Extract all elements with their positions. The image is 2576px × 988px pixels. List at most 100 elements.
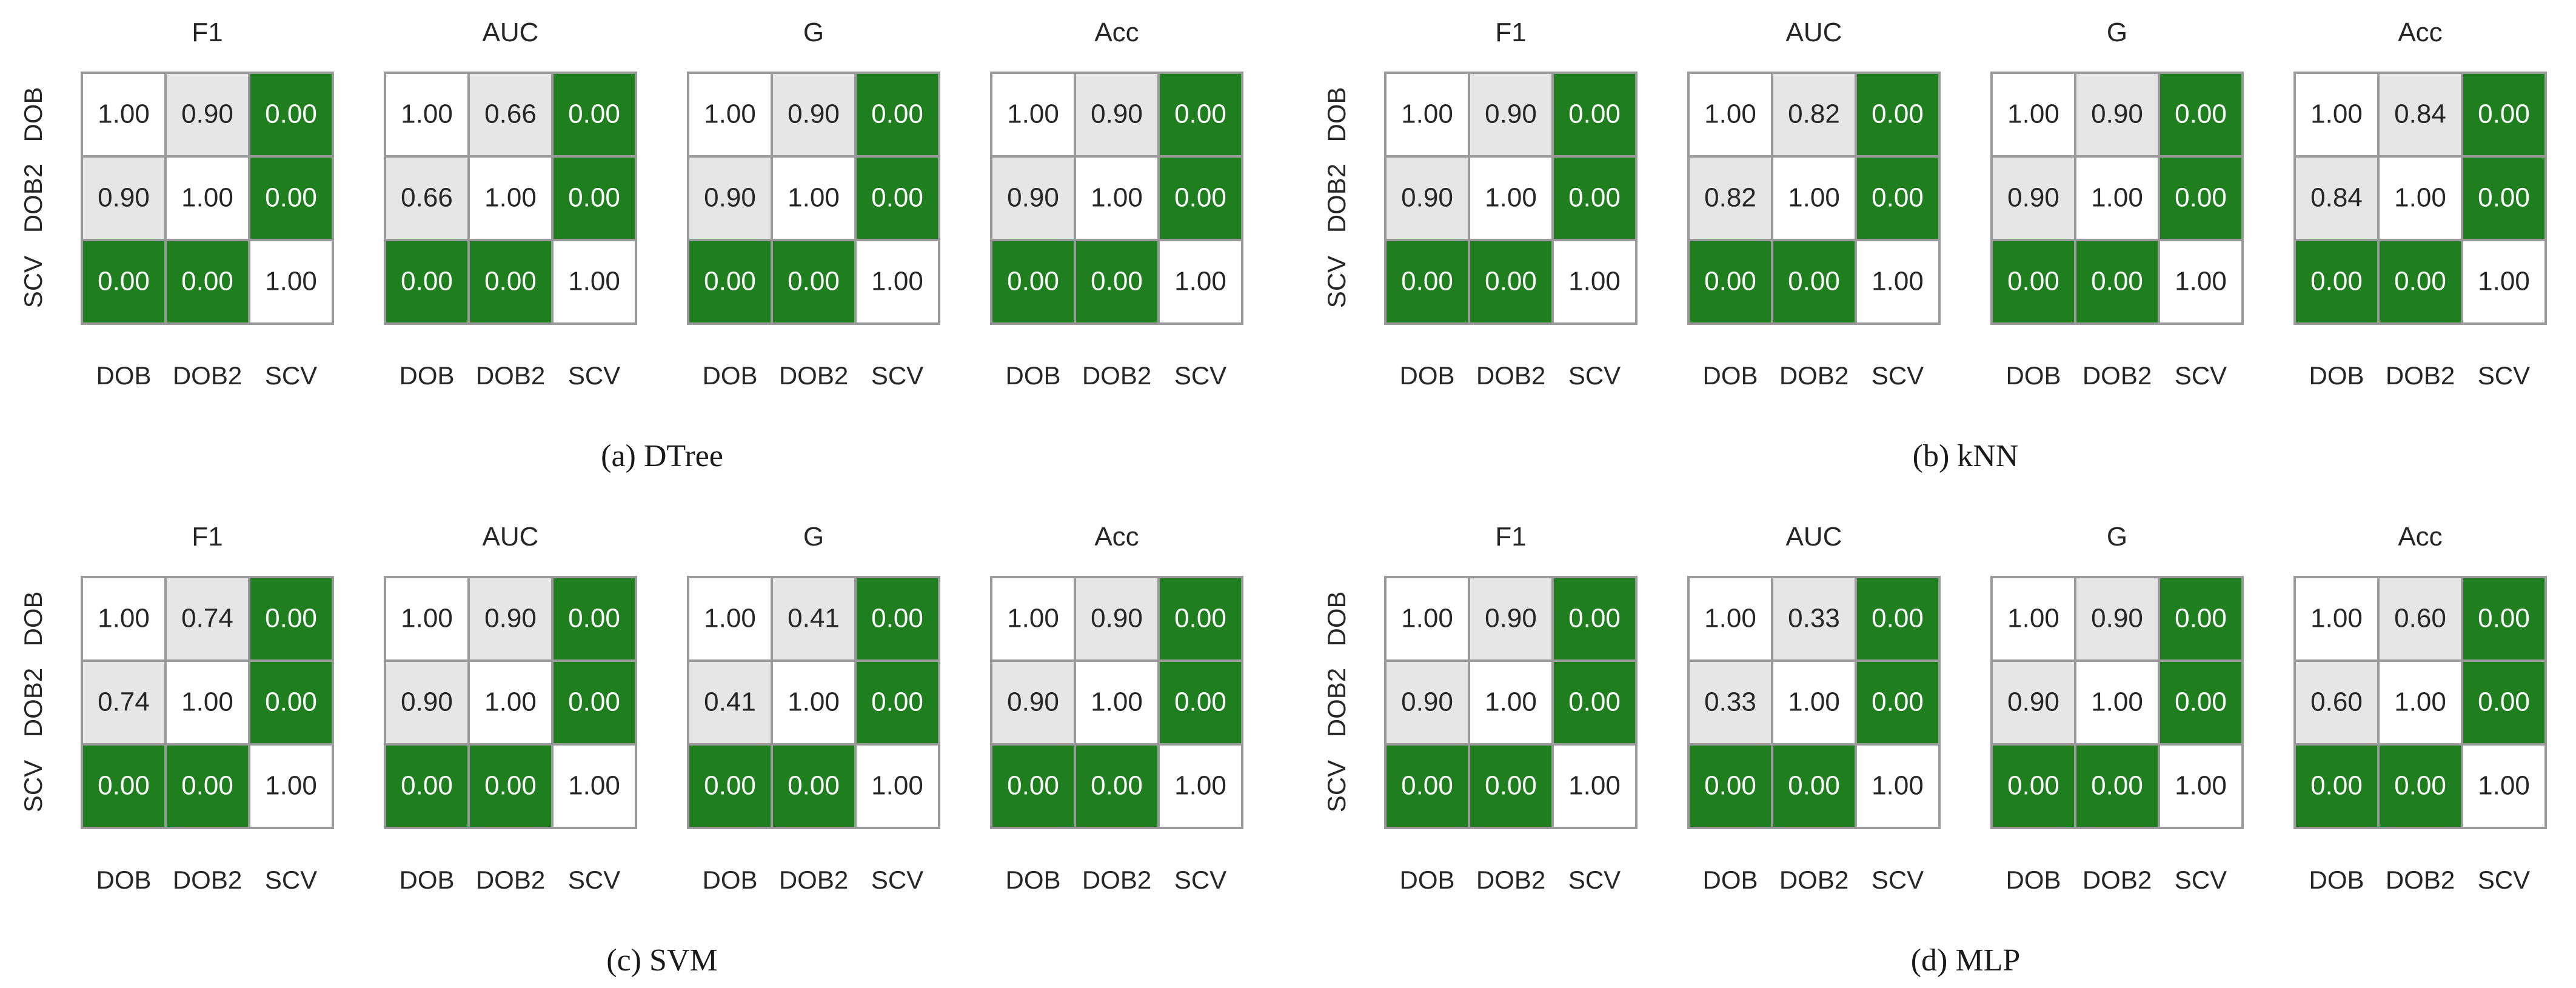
heatmap-cell: [1157, 576, 1243, 662]
heatmap-cell: [1551, 239, 1638, 325]
cell-value-label: 1.00: [2310, 604, 2363, 633]
cell-value-label: 1.00: [568, 267, 620, 296]
x-tick-label: DOB2: [2386, 866, 2455, 894]
cell-value-label: 0.00: [1704, 267, 1756, 296]
cell-value-label: 1.00: [1485, 183, 1537, 213]
cell-value-label: 0.00: [568, 183, 620, 213]
heatmap-cell: [81, 659, 167, 746]
cell-value-label: 0.00: [2394, 267, 2446, 296]
cell-value-label: 1.00: [2394, 687, 2446, 717]
cell-value-label: 0.90: [2007, 183, 2059, 213]
panel-title: AUC: [483, 522, 539, 552]
panel-title: F1: [192, 18, 222, 47]
cell-value-label: 1.00: [1174, 267, 1226, 296]
x-tick-label: DOB: [1005, 866, 1060, 894]
cell-value-label: 1.00: [1091, 183, 1143, 213]
cell-value-label: 0.00: [568, 99, 620, 129]
heatmap-panel: F1 1.00 0.90 0.00 0.90 1.00 0.00 0.00 0.00 1.00 DO…: [1384, 522, 1638, 894]
heatmap-cell: [248, 155, 334, 241]
cell-value-label: 0.00: [1704, 771, 1756, 801]
heatmap-group-1: DOB DOB2 SCV F1 1.00 0.90 0.00 0.90 1.00 0.00 0.00…: [19, 18, 1243, 473]
cell-value-label: 1.00: [2091, 687, 2143, 717]
cell-value-label: 0.00: [1568, 183, 1621, 213]
heatmap-cell: [1551, 659, 1638, 746]
x-tick-label: DOB: [1005, 361, 1060, 390]
heatmap-cell: [1855, 576, 1941, 662]
x-tick-label: SCV: [871, 361, 923, 390]
x-tick-label: SCV: [265, 361, 317, 390]
cell-value-label: 1.00: [1568, 771, 1621, 801]
cell-value-label: 0.00: [788, 267, 840, 296]
cell-value-label: 1.00: [1872, 771, 1924, 801]
x-tick-label: DOB2: [1779, 866, 1848, 894]
heatmap-group-3: DOB DOB2 SCV F1 1.00 0.74 0.00 0.74 1.00 0.00 0.00…: [19, 522, 1243, 978]
y-tick-label: DOB: [19, 591, 47, 646]
y-tick-label: DOB: [1322, 591, 1351, 646]
x-tick-label: SCV: [2478, 361, 2530, 390]
y-tick-label: DOB: [1322, 87, 1351, 142]
heatmap-cell: [81, 576, 167, 662]
x-tick-label: DOB2: [2083, 361, 2152, 390]
x-tick-label: DOB: [399, 361, 454, 390]
cell-value-label: 0.00: [788, 771, 840, 801]
heatmap-group-2: DOB DOB2 SCV F1 1.00 0.90 0.00 0.90 1.00 0.00 0.00…: [1322, 18, 2547, 473]
heatmap-cell: [164, 659, 250, 746]
x-tick-label: SCV: [1872, 361, 1924, 390]
cell-value-label: 0.74: [98, 687, 150, 717]
heatmap-cell: [1855, 239, 1941, 325]
heatmap-cell: [2158, 659, 2244, 746]
cell-value-label: 1.00: [484, 183, 537, 213]
heatmap-cell: [1771, 659, 1857, 746]
x-tick-label: SCV: [871, 866, 923, 894]
heatmap-cell: [854, 743, 940, 829]
cell-value-label: 0.00: [401, 267, 453, 296]
cell-value-label: 0.00: [2175, 99, 2227, 129]
heatmap-cell: [1855, 659, 1941, 746]
x-tick-label: DOB2: [173, 866, 242, 894]
heatmap-group-4: DOB DOB2 SCV F1 1.00 0.90 0.00 0.90 1.00 0.00 0.00…: [1322, 522, 2547, 978]
x-tick-label: SCV: [568, 361, 620, 390]
cell-value-label: 0.00: [1788, 771, 1840, 801]
heatmap-cell: [1468, 743, 1554, 829]
panel-title: G: [2107, 18, 2127, 47]
heatmap-cell: [990, 155, 1076, 241]
cell-value-label: 1.00: [1485, 687, 1537, 717]
heatmap-cell: [1771, 239, 1857, 325]
cell-value-label: 0.00: [265, 183, 317, 213]
heatmap-cell: [1074, 72, 1160, 158]
x-tick-label: DOB2: [476, 866, 545, 894]
heatmap-cell: [2461, 659, 2547, 746]
heatmap-cell: [1855, 155, 1941, 241]
cell-value-label: 0.84: [2310, 183, 2363, 213]
cell-value-label: 1.00: [181, 183, 233, 213]
cell-value-label: 0.00: [1174, 99, 1226, 129]
x-tick-label: DOB2: [1082, 361, 1151, 390]
heatmap-cell: [2158, 239, 2244, 325]
cell-value-label: 0.90: [2091, 99, 2143, 129]
cell-value-label: 0.00: [2091, 267, 2143, 296]
x-tick-label: DOB: [399, 866, 454, 894]
heatmap-cell: [1384, 72, 1470, 158]
panel-title: AUC: [1786, 522, 1842, 552]
heatmap-cell: [164, 72, 250, 158]
heatmap-panel: AUC 1.00 0.66 0.00 0.66 1.00 0.00 0.00 0.00 1.00 D…: [384, 18, 637, 390]
heatmap-cell: [248, 576, 334, 662]
cell-value-label: 1.00: [1091, 687, 1143, 717]
cell-value-label: 0.00: [1872, 604, 1924, 633]
panel-title: F1: [192, 522, 222, 552]
x-tick-label: DOB2: [173, 361, 242, 390]
cell-value-label: 0.00: [1485, 771, 1537, 801]
heatmap-cell: [384, 239, 470, 325]
x-tick-label: DOB: [2006, 361, 2061, 390]
cell-value-label: 0.00: [98, 267, 150, 296]
heatmap-cell: [771, 72, 857, 158]
cell-value-label: 1.00: [1872, 267, 1924, 296]
cell-value-label: 1.00: [2175, 267, 2227, 296]
cell-value-label: 0.60: [2394, 604, 2446, 633]
cell-value-label: 0.90: [484, 604, 537, 633]
cell-value-label: 1.00: [2310, 99, 2363, 129]
heatmap-cell: [2074, 239, 2160, 325]
x-tick-label: DOB2: [1082, 866, 1151, 894]
heatmap-cell: [551, 239, 637, 325]
cell-value-label: 0.90: [181, 99, 233, 129]
